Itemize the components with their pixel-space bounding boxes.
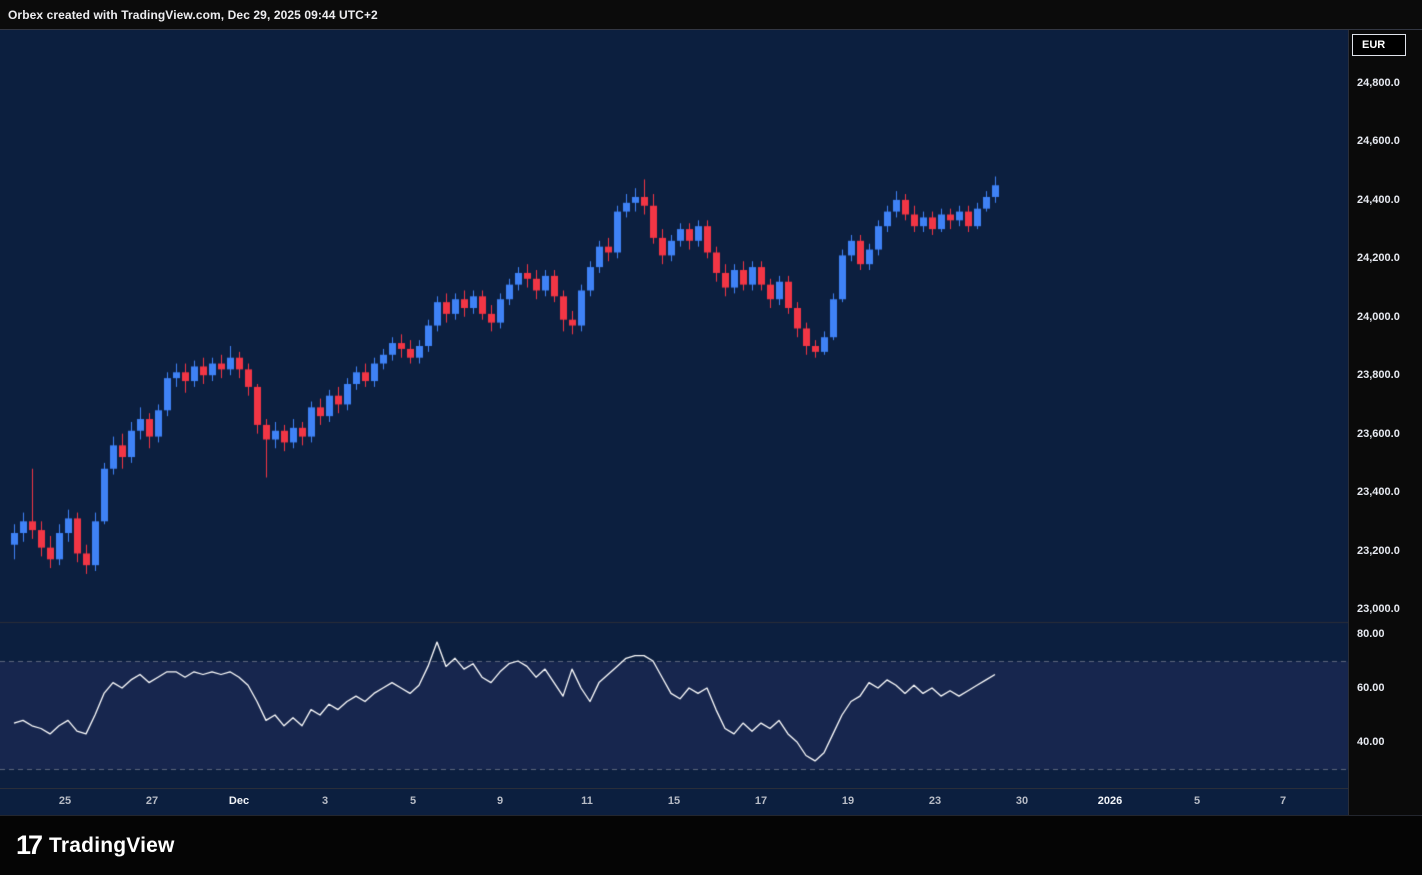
price-axis-label: 23,000.0 (1357, 602, 1400, 616)
price-axis-label: 23,600.0 (1357, 427, 1400, 441)
price-axis-label: 24,600.0 (1357, 134, 1400, 148)
time-axis-label: 25 (59, 795, 71, 807)
price-axis-label: 24,000.0 (1357, 310, 1400, 324)
tradingview-brand-text: TradingView (49, 834, 175, 858)
tradingview-logo[interactable]: 17 TradingView (16, 832, 175, 859)
indicator-axis-label: 60.00 (1357, 681, 1385, 695)
time-axis-label: 5 (410, 795, 416, 807)
price-axis-label: 23,200.0 (1357, 544, 1400, 558)
chart-attribution-text: Orbex created with TradingView.com, Dec … (8, 8, 378, 22)
time-axis-label: 9 (497, 795, 503, 807)
time-axis-label: Dec (229, 795, 249, 807)
time-axis-label: 2026 (1098, 795, 1122, 807)
price-axis-label: 24,400.0 (1357, 193, 1400, 207)
time-axis-label: 7 (1280, 795, 1286, 807)
price-axis-label: 23,800.0 (1357, 368, 1400, 382)
indicator-axis-label: 40.00 (1357, 735, 1385, 749)
tradingview-logo-icon: 17 (16, 832, 40, 859)
time-axis-label: 19 (842, 795, 854, 807)
candlestick-and-rsi-chart[interactable] (0, 30, 1348, 788)
price-axis-label: 23,400.0 (1357, 485, 1400, 499)
price-axis[interactable]: EUR 24,800.0 24,600.0 24,400.0 24,200.0 24,0… (1348, 30, 1422, 815)
time-axis-label: 15 (668, 795, 680, 807)
chart-pane-container: 25 27 Dec 3 5 9 11 15 17 19 23 30 2026 5 7 (0, 30, 1348, 815)
time-axis-label: 3 (322, 795, 328, 807)
time-axis-label: 27 (146, 795, 158, 807)
footer-bar: 17 TradingView (0, 815, 1422, 875)
time-axis-label: 30 (1016, 795, 1028, 807)
time-axis-label: 5 (1194, 795, 1200, 807)
price-axis-label: 24,800.0 (1357, 76, 1400, 90)
time-axis-label: 17 (755, 795, 767, 807)
tradingview-chart-window: Orbex created with TradingView.com, Dec … (0, 0, 1422, 875)
indicator-axis-label: 80.00 (1357, 627, 1385, 641)
header-bar: Orbex created with TradingView.com, Dec … (0, 0, 1422, 30)
symbol-currency-label: EUR (1362, 39, 1385, 51)
chart-region: 25 27 Dec 3 5 9 11 15 17 19 23 30 2026 5 7 EUR 24,800.… (0, 30, 1422, 815)
price-axis-label: 24,200.0 (1357, 251, 1400, 265)
symbol-currency-badge: EUR (1352, 34, 1406, 56)
time-axis-label: 23 (929, 795, 941, 807)
time-axis-label: 11 (581, 795, 593, 807)
time-axis[interactable]: 25 27 Dec 3 5 9 11 15 17 19 23 30 2026 5 7 (0, 788, 1348, 815)
